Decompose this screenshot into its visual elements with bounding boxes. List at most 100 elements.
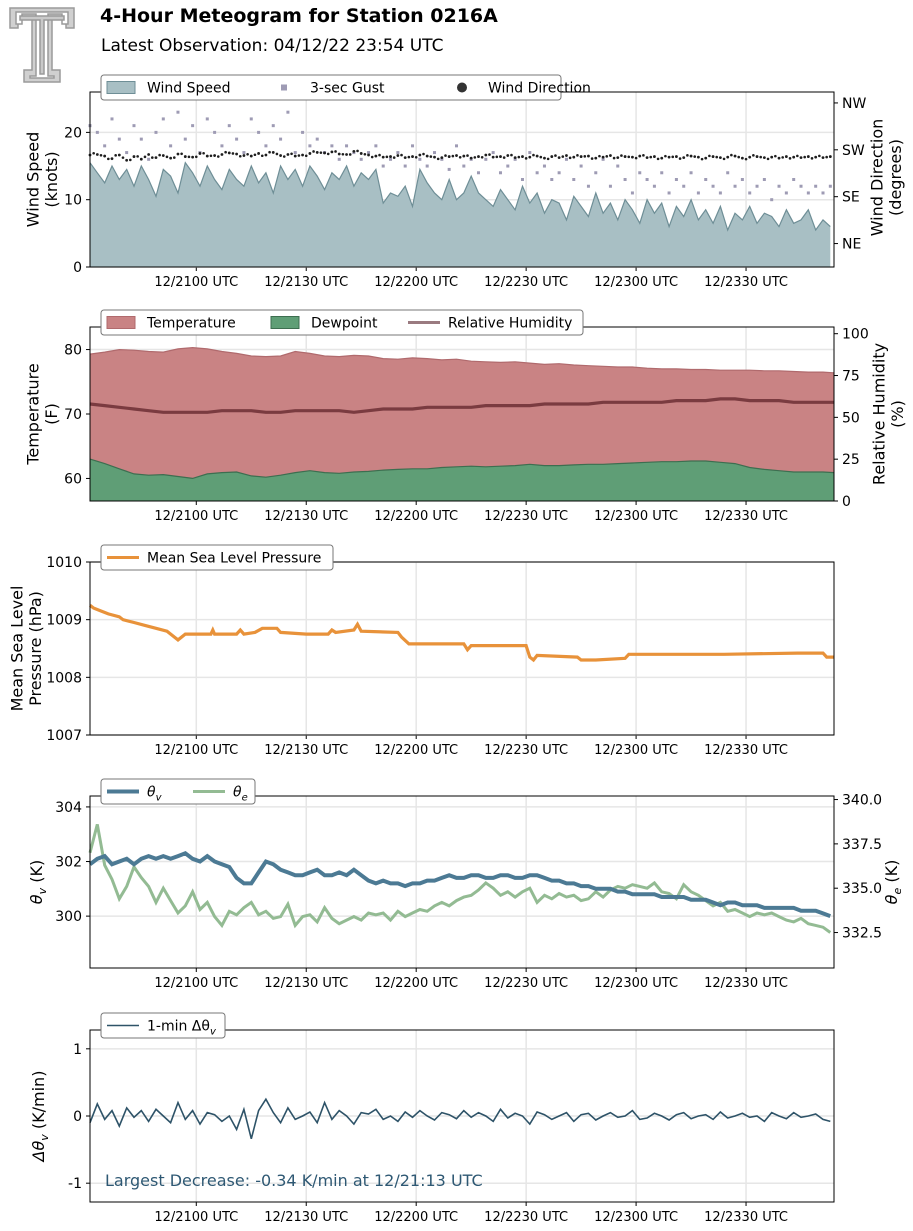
dewpoint-area <box>90 459 834 501</box>
wind-direction-point <box>282 155 286 158</box>
gust-point <box>513 157 517 161</box>
y-tick-label: 10 <box>64 193 82 209</box>
wind-direction-point <box>513 156 517 160</box>
x-tick-label: 12/2300 UTC <box>594 976 678 991</box>
wind-direction-point <box>700 157 704 161</box>
wind-direction-point <box>194 155 198 159</box>
wind-direction-point <box>268 150 271 154</box>
x-tick-label: 12/2200 UTC <box>374 509 458 524</box>
panel-temperature: 12/2100 UTC 12/2130 UTC 12/2200 UTC 12/2230… <box>23 309 907 524</box>
x-tick-label: 12/2100 UTC <box>154 976 238 991</box>
gust-point <box>330 144 334 148</box>
x-tick-label: 12/2200 UTC <box>374 275 458 290</box>
x-tick-label: 12/2200 UTC <box>374 1210 458 1225</box>
y-right-tick-label: 340.0 <box>842 793 882 809</box>
wind-direction-point <box>543 156 546 160</box>
wind-direction-point <box>623 155 627 158</box>
x-tick-label: 12/2100 UTC <box>154 509 238 524</box>
y-tick-label: 300 <box>55 909 82 925</box>
wind-direction-point <box>359 152 363 155</box>
wind-direction-point <box>821 156 825 160</box>
y-right-axis-label: Wind Direction(degrees) <box>867 119 904 237</box>
wind-direction-point <box>499 155 502 158</box>
wind-direction-point <box>183 155 187 158</box>
y-tick-label: 304 <box>55 800 82 816</box>
y-right-tick-label: SW <box>842 143 865 159</box>
panel-pressure: 12/2100 UTC 12/2130 UTC 12/2200 UTC 12/2230… <box>7 544 835 758</box>
wind-direction-point <box>565 154 568 157</box>
gust-point <box>630 191 634 195</box>
x-tick-label: 12/2230 UTC <box>484 1210 568 1225</box>
wind-direction-point <box>440 156 444 160</box>
x-tick-label: 12/2330 UTC <box>704 509 788 524</box>
x-tick-label: 12/2100 UTC <box>154 1210 238 1225</box>
wind-direction-point <box>495 155 499 159</box>
wind-direction-point <box>645 156 649 160</box>
wind-direction-point <box>480 156 484 159</box>
y-tick-label: 80 <box>64 343 82 359</box>
y-right-tick-label: 75 <box>842 369 860 385</box>
gust-point <box>227 124 231 128</box>
gust-point <box>674 178 678 181</box>
wind-direction-point <box>733 154 737 158</box>
wind-direction-point <box>828 155 832 158</box>
y-right-tick-label: 0 <box>842 494 851 510</box>
gust-point <box>257 130 261 134</box>
wind-direction-point <box>389 155 392 158</box>
wind-direction-point <box>286 153 290 156</box>
gust-point <box>433 151 437 155</box>
x-tick-label: 12/2230 UTC <box>484 743 568 758</box>
wind-direction-point <box>693 155 697 158</box>
wind-direction-point <box>502 156 506 159</box>
y-right-tick-label: 50 <box>842 410 860 426</box>
gust-point <box>205 117 209 121</box>
wind-direction-point <box>227 151 231 155</box>
wind-direction-point <box>484 153 488 157</box>
wind-direction-point <box>213 154 217 157</box>
wind-direction-point <box>488 153 491 156</box>
legend-label: 1-min Δθv <box>147 1019 217 1038</box>
gust-point <box>682 184 686 188</box>
wind-direction-point <box>191 155 195 159</box>
texas-tech-logo <box>9 7 75 83</box>
gust-point <box>506 164 510 168</box>
gust-point <box>777 184 781 188</box>
y-axis-label: Δθv (K/min) <box>29 1071 51 1164</box>
gust-point <box>359 157 363 161</box>
wind-direction-point <box>385 155 389 159</box>
wind-direction-point <box>165 155 169 159</box>
x-tick-label: 12/2300 UTC <box>594 1210 678 1225</box>
wind-direction-point <box>612 156 616 160</box>
wind-direction-point <box>689 154 693 158</box>
x-tick-label: 12/2300 UTC <box>594 275 678 290</box>
wind-direction-point <box>774 154 777 158</box>
wind-direction-point <box>95 153 99 156</box>
wind-direction-point <box>414 156 418 159</box>
wind-direction-point <box>605 155 609 158</box>
wind-direction-point <box>319 151 323 154</box>
wind-direction-point <box>664 154 667 158</box>
wind-direction-point <box>139 157 143 161</box>
theta-v-line <box>88 851 831 918</box>
wind-direction-point <box>550 155 554 158</box>
wind-direction-point <box>235 152 239 156</box>
gust-point <box>315 137 319 141</box>
gust-point <box>740 178 744 181</box>
wind-direction-point <box>730 153 733 157</box>
panel-theta: 12/2100 UTC 12/2130 UTC 12/2200 UTC 12/2230… <box>27 778 904 991</box>
wind-direction-point <box>293 154 297 158</box>
wind-direction-point <box>363 152 367 156</box>
wind-direction-point <box>411 155 414 158</box>
x-tick-label: 12/2130 UTC <box>264 743 348 758</box>
y-tick-label: 1007 <box>46 728 82 744</box>
gust-point <box>770 198 774 202</box>
y-right-tick-label: NW <box>842 96 866 112</box>
wind-direction-point <box>539 155 543 159</box>
wind-direction-point <box>458 156 462 159</box>
gust-point <box>696 191 700 195</box>
wind-direction-point <box>381 155 385 159</box>
gust-point <box>484 157 488 161</box>
gust-point <box>814 184 818 188</box>
wind-direction-point <box>400 153 403 157</box>
gust-point <box>389 157 393 161</box>
